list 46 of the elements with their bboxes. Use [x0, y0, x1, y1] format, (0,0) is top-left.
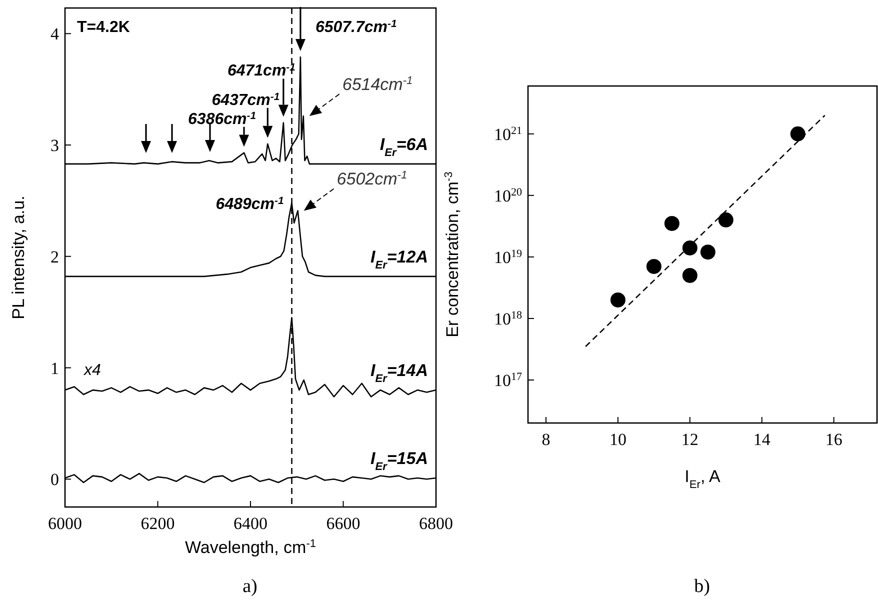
annotation: x4: [83, 362, 101, 379]
y-tick-label: 0: [50, 470, 59, 490]
x-tick-label: 16: [825, 430, 842, 449]
y-tick-label: 4: [50, 24, 60, 44]
point: [682, 240, 698, 256]
annotation: 6471cm$^{-1}$: [227, 62, 296, 80]
annotation: 6489cm$^{-1}$: [216, 195, 284, 213]
y-tick-label: 10$^{17}$: [494, 370, 522, 390]
series-label: I$_{Er}$=14A: [370, 361, 428, 386]
annotation: 6437cm$^{-1}$: [212, 91, 280, 109]
x-tick-label: 12: [681, 430, 698, 449]
x-axis-title: I$_{Er}$, A: [684, 467, 721, 491]
y-tick-label: 10$^{21}$: [494, 124, 522, 144]
text: a): [242, 576, 258, 597]
series-label: I$_{Er}$=6A: [380, 134, 428, 159]
series-label: I$_{Er}$=12A: [370, 247, 428, 272]
point: [646, 258, 662, 274]
point: [700, 244, 716, 260]
x-tick-label: 6200: [140, 514, 175, 533]
x-tick-label: 10: [609, 430, 626, 449]
point: [682, 268, 698, 283]
x-tick-label: 6600: [326, 514, 360, 533]
y-tick-label: 2: [50, 247, 59, 266]
point: [718, 212, 734, 228]
x-tick-label: 6400: [234, 514, 268, 533]
y-tick-label: 10$^{18}$: [494, 309, 522, 328]
x-axis-title: Wavelength, cm$^{-1}$: [184, 538, 316, 557]
x-tick-label: 6800: [419, 514, 453, 533]
y-tick-label: 3: [50, 136, 59, 155]
annotation: 6386cm$^{-1}$: [188, 110, 256, 128]
annotation: T=4.2K: [77, 19, 130, 36]
annotation: 6514cm$^{-1}$: [342, 75, 413, 94]
point: [610, 292, 626, 308]
x-tick-label: 6000: [48, 514, 82, 533]
point: [790, 126, 806, 142]
y-axis-title: PL intensity, a.u.: [9, 196, 28, 320]
point: [664, 216, 680, 231]
y-tick-label: 1: [50, 358, 59, 378]
series-label: I$_{Er}$=15A: [370, 449, 428, 474]
x-tick-label: 8: [542, 430, 550, 449]
annotation: 6502cm$^{-1}$: [336, 170, 408, 189]
annotation: 6507.7cm$^{-1}$: [315, 18, 397, 36]
y-tick-label: 10$^{19}$: [494, 248, 522, 267]
x-tick-label: 14: [753, 430, 771, 449]
y-tick-label: 10$^{20}$: [494, 186, 522, 206]
text: b): [694, 576, 710, 597]
